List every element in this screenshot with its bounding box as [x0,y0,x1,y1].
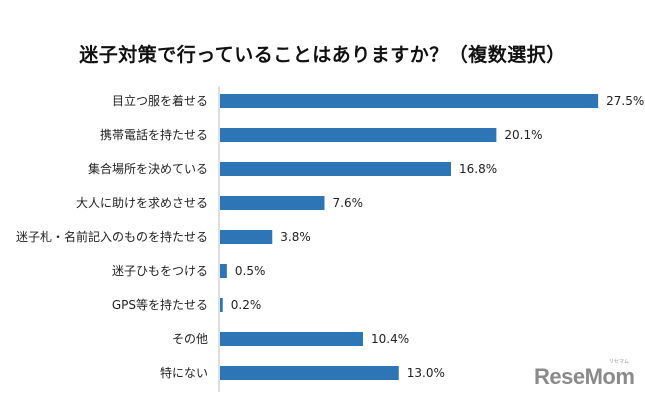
logo-subtext: リセマム [609,359,630,365]
bar [220,332,363,346]
value-label: 7.6% [333,196,364,210]
value-label: 20.1% [504,128,542,142]
category-label: 特にない [160,365,208,380]
value-label: 27.5% [606,94,644,108]
category-label: 目立つ服を着せる [112,93,208,108]
category-label: 集合場所を決めている [88,161,208,176]
value-label: 13.0% [407,366,445,380]
chart-title: 迷子対策で行っていることはありますか？（複数選択） [79,44,566,66]
value-label: 10.4% [371,332,409,346]
bar [220,298,223,312]
bar [220,230,273,244]
value-label: 3.8% [280,230,311,244]
value-label: 0.5% [235,264,266,278]
category-label: 迷子札・名前記入のものを持たせる [16,229,208,244]
bar [220,94,599,108]
category-label: その他 [172,332,208,346]
category-label: GPS等を持たせる [112,297,208,312]
value-label: 0.2% [231,298,262,312]
bar [220,196,325,210]
category-label: 大人に助けを求めさせる [76,196,208,210]
bar [220,162,451,176]
resemom-logo: ReseMom [534,364,635,389]
bar [220,366,399,380]
bar [220,264,227,278]
value-label: 16.8% [459,162,497,176]
bar [220,128,497,142]
category-label: 迷子ひもをつける [112,264,208,278]
category-label: 携帯電話を持たせる [100,127,208,142]
